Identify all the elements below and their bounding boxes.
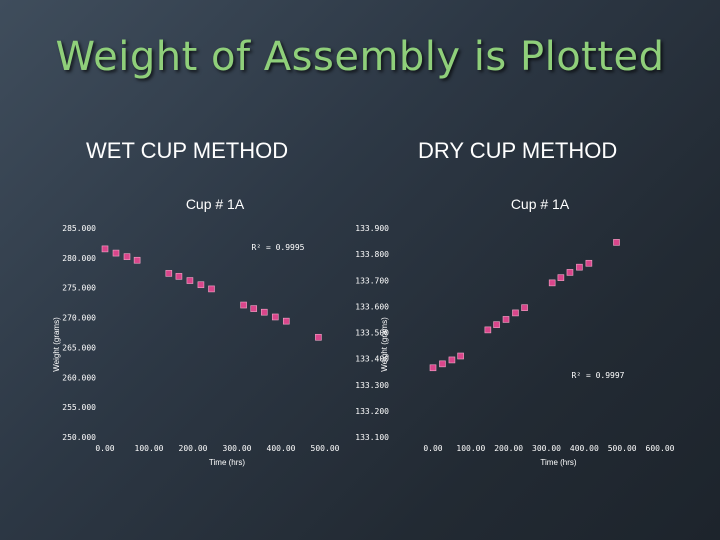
chart-wet-cup-1a: Cup # 1A 250.000 255.000 260.000 265.000 270.… <box>52 196 340 467</box>
data-point <box>613 239 620 246</box>
x-tick-label: 200.00 <box>179 444 208 453</box>
dry-cup-method-label: DRY CUP METHOD <box>418 138 618 163</box>
y-tick-label: 275.000 <box>62 284 96 293</box>
x-axis-title: Time (hrs) <box>540 458 576 467</box>
data-point <box>282 317 290 325</box>
data-point <box>197 281 205 289</box>
y-axis-title: Weight (grams) <box>380 317 389 372</box>
data-point <box>165 270 173 277</box>
y-tick-label: 133.900 <box>355 224 389 233</box>
x-tick-label: 0.00 <box>423 444 442 453</box>
data-point <box>240 301 247 309</box>
data-point <box>315 333 322 341</box>
data-point <box>566 269 574 276</box>
data-point <box>512 309 519 317</box>
r-squared-annotation: R² = 0.9995 <box>252 243 305 252</box>
x-tick-label: 0.00 <box>95 444 114 453</box>
x-axis-title: Time (hrs) <box>209 458 245 467</box>
data-point <box>502 316 510 323</box>
data-point <box>429 364 437 372</box>
y-tick-label: 250.000 <box>62 433 96 442</box>
x-tick-label: 500.00 <box>608 444 637 453</box>
slide-title: Weight of Assembly is Plotted <box>55 34 665 80</box>
y-tick-label: 133.500 <box>355 329 389 338</box>
y-tick-label: 133.100 <box>355 433 389 442</box>
y-tick-label: 270.000 <box>62 314 96 323</box>
chart-title: Cup # 1A <box>511 196 570 212</box>
data-point <box>448 356 456 364</box>
chart-title: Cup # 1A <box>186 196 245 212</box>
data-point <box>521 304 528 311</box>
data-point <box>493 321 500 328</box>
data-point <box>484 326 492 334</box>
x-tick-label: 400.00 <box>570 444 599 453</box>
data-point <box>439 360 446 368</box>
data-point <box>175 273 183 280</box>
x-tick-label: 100.00 <box>456 444 485 453</box>
y-tick-label: 285.000 <box>62 224 96 233</box>
y-tick-label: 133.800 <box>355 250 389 259</box>
y-tick-label: 133.300 <box>355 381 389 390</box>
x-tick-label: 100.00 <box>135 444 164 453</box>
x-tick-label: 300.00 <box>223 444 252 453</box>
y-tick-label: 255.000 <box>62 403 96 412</box>
wet-cup-method-label: WET CUP METHOD <box>86 138 289 163</box>
data-point <box>112 249 120 257</box>
data-point <box>457 352 464 360</box>
y-axis-title: Weight (grams) <box>52 317 61 372</box>
data-point <box>101 245 109 253</box>
y-tick-label: 265.000 <box>62 343 96 352</box>
data-point <box>250 305 258 312</box>
data-point <box>548 279 556 287</box>
data-point <box>585 259 593 267</box>
y-tick-label: 133.200 <box>355 407 389 416</box>
data-point <box>576 263 583 271</box>
chart-dry-cup-1a: Cup # 1A 133.100 133.200 133.300 133.400 133.… <box>355 196 674 467</box>
data-point <box>208 285 215 293</box>
data-point <box>260 308 268 316</box>
r-squared-annotation: R² = 0.9997 <box>572 371 625 380</box>
y-tick-label: 280.000 <box>62 254 96 263</box>
y-tick-label: 133.400 <box>355 355 389 364</box>
data-point <box>557 274 565 281</box>
x-tick-label: 400.00 <box>267 444 296 453</box>
data-point <box>186 277 194 284</box>
data-point <box>123 253 131 260</box>
data-point <box>133 256 141 264</box>
x-tick-label: 300.00 <box>532 444 561 453</box>
x-tick-label: 500.00 <box>311 444 340 453</box>
data-point <box>271 313 279 321</box>
y-tick-label: 133.600 <box>355 302 389 311</box>
y-tick-label: 133.700 <box>355 276 389 285</box>
x-tick-label: 600.00 <box>646 444 675 453</box>
y-tick-label: 260.000 <box>62 373 96 382</box>
x-tick-label: 200.00 <box>494 444 523 453</box>
